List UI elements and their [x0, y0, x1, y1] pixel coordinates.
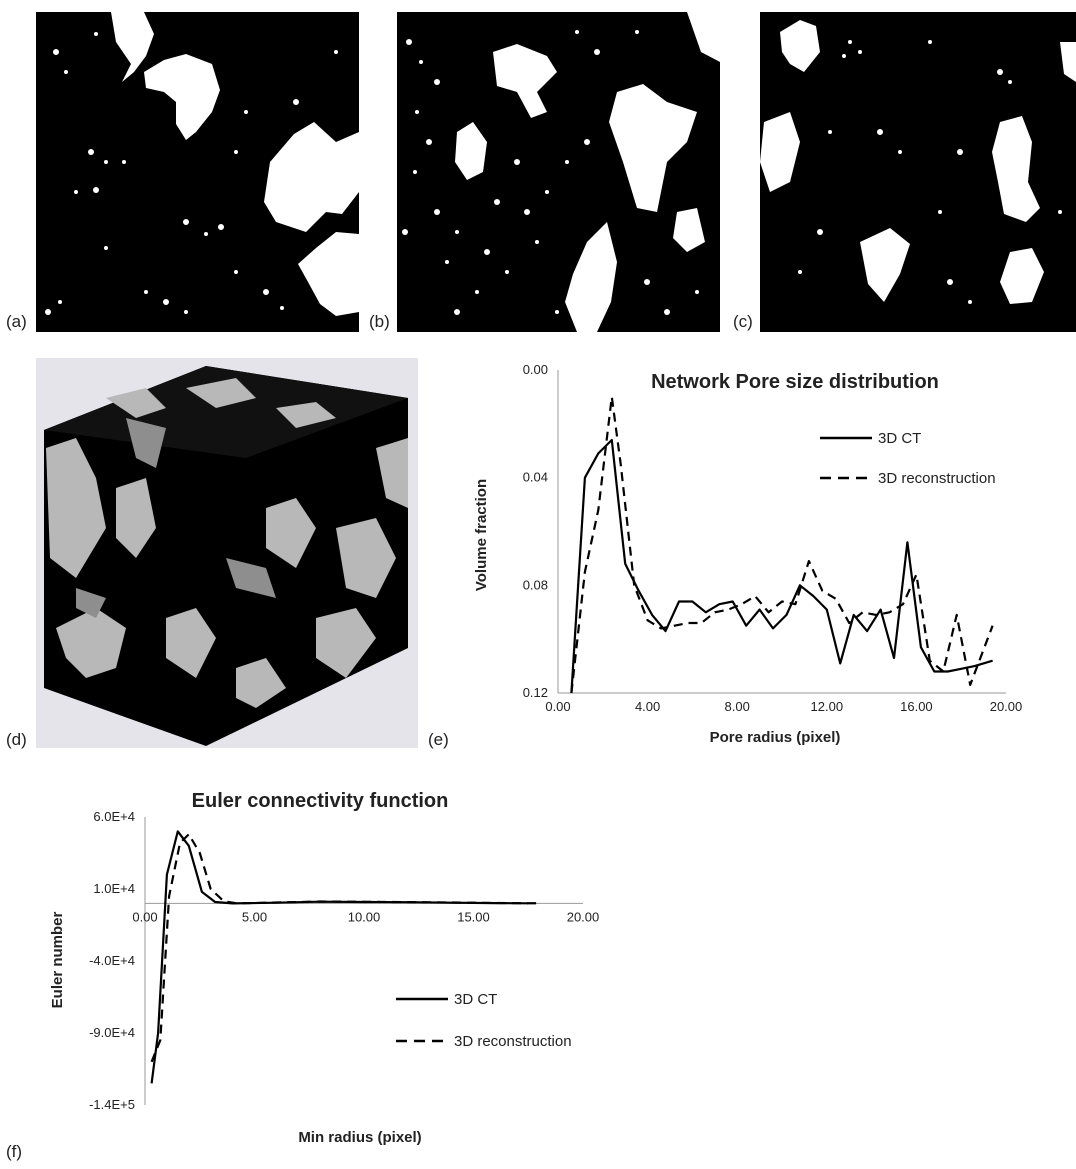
- y-tick-label: -9.0E+4: [89, 1025, 135, 1040]
- y-axis-title: Euler number: [49, 911, 66, 1008]
- y-tick-label: 0.08: [523, 577, 548, 592]
- y-tick-label: 1.0E+4: [93, 881, 135, 896]
- micrograph-b: [397, 12, 720, 332]
- series-line-ct: [570, 438, 993, 694]
- legend-label: 3D CT: [454, 991, 497, 1008]
- x-tick-label: 4.00: [635, 699, 660, 714]
- y-tick-label: 0.00: [523, 362, 548, 377]
- chart-title: Network Pore size distribution: [651, 371, 939, 393]
- micrograph-c: [760, 12, 1076, 332]
- micrograph-c-pores: [760, 12, 1076, 332]
- panel-label-a: (a): [6, 312, 27, 331]
- y-tick-label: 0.04: [523, 470, 548, 485]
- chart-title: Euler connectivity function: [192, 790, 449, 812]
- micrograph-b-pores: [397, 12, 720, 332]
- y-tick-label: 0.12: [523, 685, 548, 700]
- x-tick-label: 0.00: [545, 699, 570, 714]
- x-tick-label: 16.00: [900, 699, 933, 714]
- panel-label-c: (c): [733, 312, 753, 331]
- reconstruction-cube: [36, 358, 418, 748]
- x-tick-label: 15.00: [457, 909, 490, 924]
- x-axis-title: Pore radius (pixel): [710, 729, 841, 746]
- legend-label: 3D reconstruction: [454, 1033, 572, 1050]
- series-line-reconstruction: [150, 833, 540, 1063]
- x-tick-label: 10.00: [348, 909, 381, 924]
- micrograph-a: [36, 12, 359, 332]
- panel-label-f: (f): [6, 1142, 23, 1161]
- panel-label-d: (d): [6, 730, 27, 749]
- x-tick-label: 20.00: [990, 699, 1023, 714]
- panel-label-e: (e): [428, 730, 449, 749]
- y-tick-label: -4.0E+4: [89, 953, 135, 968]
- legend-label: 3D CT: [878, 430, 921, 447]
- y-axis-title: Volume fraction: [473, 479, 490, 591]
- x-tick-label: 20.00: [567, 909, 600, 924]
- euler-connectivity-chart: Euler connectivity function 0.00 5.00 10.00…: [49, 790, 600, 1146]
- x-axis-title: Min radius (pixel): [298, 1129, 421, 1146]
- pore-size-chart: Network Pore size distribution 0.00 4.00 8.…: [473, 362, 1023, 746]
- x-tick-label: 8.00: [725, 699, 750, 714]
- x-tick-label: 5.00: [242, 909, 267, 924]
- y-tick-label: -1.4E+5: [89, 1097, 135, 1112]
- series-line-reconstruction: [570, 395, 994, 694]
- micrograph-a-pores: [36, 12, 359, 332]
- x-tick-label: 12.00: [811, 699, 844, 714]
- panel-label-b: (b): [369, 312, 390, 331]
- x-tick-label: 0.00: [132, 909, 157, 924]
- y-tick-label: 6.0E+4: [93, 809, 135, 824]
- legend-label: 3D reconstruction: [878, 470, 996, 487]
- cube-render: [44, 366, 408, 746]
